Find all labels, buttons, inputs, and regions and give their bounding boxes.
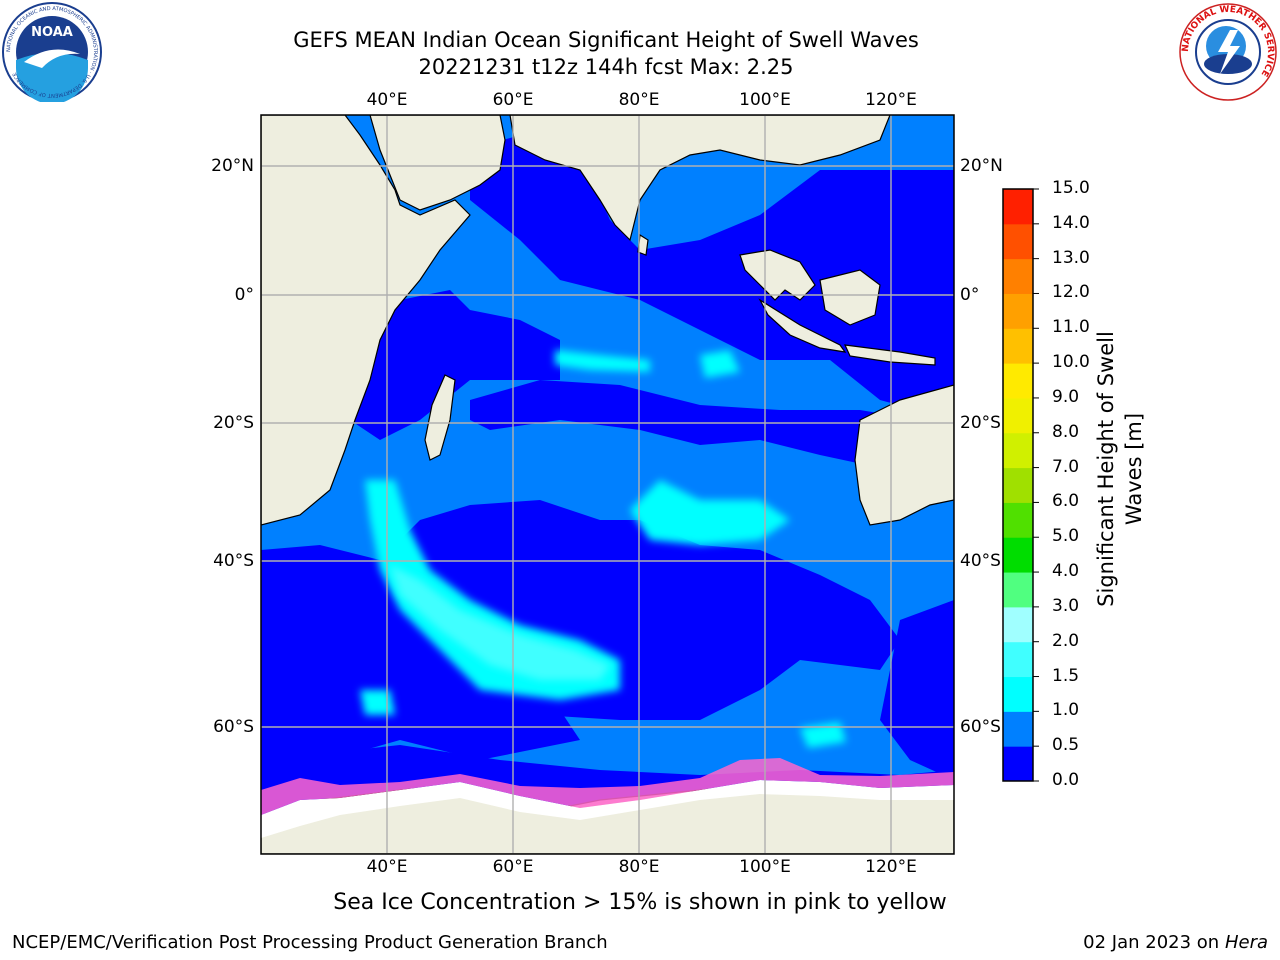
lat-label-left: 40°S <box>213 551 254 571</box>
lon-label-bottom: 40°E <box>366 857 408 877</box>
colorbar-tick-label: 2.0 <box>1052 630 1080 651</box>
colorbar-bin <box>1003 676 1033 712</box>
nws-logo: NATIONAL WEATHER SERVICE <box>1179 3 1277 101</box>
colorbar-label-line2: Waves [m] <box>1122 412 1146 526</box>
sea-ice-band <box>261 758 954 838</box>
colorbar-tick-label: 15.0 <box>1052 178 1090 198</box>
peak-swell-regions <box>390 565 610 680</box>
lon-label-bottom: 80°E <box>618 857 660 877</box>
colorbar-tick-label: 14.0 <box>1052 212 1090 233</box>
colorbar-tick-label: 12.0 <box>1052 282 1090 303</box>
lon-label-top: 100°E <box>739 90 791 110</box>
map-frame <box>260 114 955 855</box>
chart-title: GEFS MEAN Indian Ocean Significant Heigh… <box>293 28 919 52</box>
colorbar-label: Significant Height of Swell Waves [m] <box>1092 279 1148 659</box>
noaa-logo-text: NOAA <box>31 25 73 40</box>
sea-ice-note: Sea Ice Concentration > 15% is shown in … <box>333 890 947 915</box>
colorbar-tick-label: 13.0 <box>1052 247 1090 268</box>
footer-credit: NCEP/EMC/Verification Post Processing Pr… <box>12 932 608 953</box>
lon-label-bottom: 120°E <box>865 857 917 877</box>
colorbar-tick-label: 4.0 <box>1052 561 1080 582</box>
lon-label-top: 80°E <box>618 90 660 110</box>
colorbar-bin <box>1003 711 1033 747</box>
colorbar-tick-label: 0.0 <box>1052 770 1080 790</box>
colorbar-label-line1: Significant Height of Swell <box>1094 331 1118 607</box>
colorbar-bin <box>1003 641 1033 678</box>
lat-label-left: 20°S <box>213 413 254 433</box>
lat-label-right: 20°S <box>960 413 1001 433</box>
colorbar-bin <box>1003 572 1033 608</box>
colorbar-tick-label: 10.0 <box>1052 352 1090 373</box>
lat-label-left: 0° <box>234 285 254 305</box>
lon-label-top: 120°E <box>865 90 917 110</box>
land-australia <box>854 384 954 526</box>
lat-label-right: 60°S <box>960 717 1001 737</box>
lat-label-right: 20°N <box>960 156 1003 176</box>
lat-label-right: 40°S <box>960 551 1001 571</box>
colorbar-bin <box>1003 328 1033 364</box>
colorbar-bin <box>1003 537 1033 573</box>
land-borneo <box>819 269 881 326</box>
lat-label-left: 60°S <box>213 717 254 737</box>
lon-label-top: 60°E <box>492 90 534 110</box>
chart-subtitle: 20221231 t12z 144h fcst Max: 2.25 <box>418 55 794 79</box>
lon-label-bottom: 100°E <box>739 857 791 877</box>
land-madagascar <box>424 374 456 461</box>
land-java <box>844 344 936 366</box>
colorbar-tick-label: 3.0 <box>1052 595 1080 616</box>
footer-date-text: 02 Jan 2023 on <box>1083 932 1225 953</box>
colorbar-tick-label: 1.0 <box>1052 700 1080 721</box>
graticule <box>261 115 954 854</box>
lat-label-left: 20°N <box>211 156 254 176</box>
colorbar-tick-label: 6.0 <box>1052 491 1080 512</box>
colorbar-bin <box>1003 467 1033 503</box>
colorbar-bin <box>1003 258 1033 294</box>
colorbar-tick-label: 0.5 <box>1052 735 1080 756</box>
colorbar-tick-label: 1.5 <box>1052 665 1080 686</box>
colorbar-bin <box>1003 606 1033 643</box>
colorbar <box>1002 188 1039 782</box>
colorbar-tick-label: 5.0 <box>1052 526 1080 547</box>
colorbar-bin <box>1003 502 1033 538</box>
lon-label-top: 40°E <box>366 90 408 110</box>
colorbar-bin <box>1003 189 1033 225</box>
colorbar-tick-label: 11.0 <box>1052 317 1090 338</box>
land-sumatra <box>758 298 847 353</box>
noaa-logo: NOAA NATIONAL OCEANIC AND ATMOSPHERIC AD… <box>2 2 102 102</box>
footer-date: 02 Jan 2023 on Hera <box>1083 932 1268 953</box>
colorbar-frame <box>1002 188 1034 782</box>
lat-label-right: 0° <box>960 285 980 305</box>
footer-host: Hera <box>1224 932 1268 953</box>
colorbar-tick-label: 9.0 <box>1052 386 1080 407</box>
colorbar-tick-label: 8.0 <box>1052 421 1080 442</box>
colorbar-bin <box>1003 397 1033 434</box>
lon-label-bottom: 60°E <box>492 857 534 877</box>
colorbar-bin <box>1003 746 1033 782</box>
colorbar-bin <box>1003 432 1033 469</box>
colorbar-bin <box>1003 223 1033 260</box>
colorbar-bin <box>1003 293 1033 329</box>
colorbar-tick-label: 7.0 <box>1052 456 1080 477</box>
colorbar-bin <box>1003 363 1033 399</box>
